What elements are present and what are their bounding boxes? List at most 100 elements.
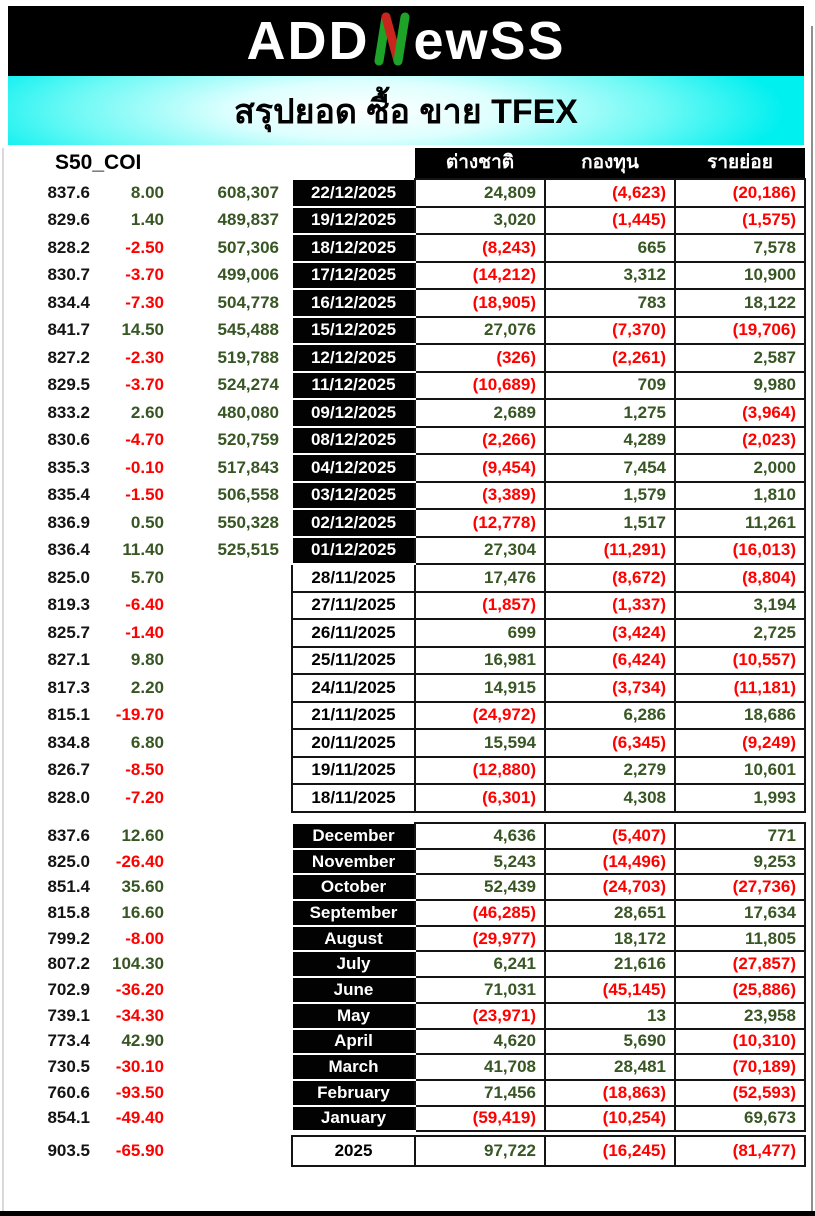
price-cell: 829.6 xyxy=(47,210,90,230)
spacer-cell xyxy=(285,1003,292,1029)
change-cell: 5.70 xyxy=(130,567,164,587)
col-header-fund: กองทุน xyxy=(581,152,639,173)
foreign-value-cell: (1,857) xyxy=(414,590,546,620)
spacer-cell xyxy=(285,1106,292,1132)
retail-value-cell: (27,857) xyxy=(674,950,806,979)
volume-cell xyxy=(170,977,285,1003)
table-row: 828.2 -2.50 507,306 18/12/2025 (8,243) 665 7,5… xyxy=(8,233,806,263)
spacer-cell xyxy=(285,977,292,1003)
spacer-cell xyxy=(285,537,292,565)
retail-value-cell: 18,122 xyxy=(674,288,806,318)
table-row: 835.3 -0.10 517,843 04/12/2025 (9,454) 7,454 2… xyxy=(8,453,806,483)
price-cell: 773.4 xyxy=(47,1031,90,1051)
spacer-cell xyxy=(285,757,292,785)
table-row: 815.8 16.60 September (46,285) 28,651 17,634 xyxy=(8,899,806,927)
volume-cell xyxy=(170,592,285,620)
table-row: 739.1 -34.30 May (23,971) 13 23,958 xyxy=(8,1001,806,1030)
foreign-value-cell: (14,212) xyxy=(414,260,546,290)
spacer-cell xyxy=(285,592,292,620)
table-row: 833.2 2.60 480,080 09/12/2025 2,689 1,275 (3,9… xyxy=(8,398,806,428)
change-cell: 2.20 xyxy=(130,677,164,697)
foreign-value-cell: 6,241 xyxy=(414,950,546,979)
retail-value-cell: (81,477) xyxy=(674,1135,806,1167)
date-cell: 03/12/2025 xyxy=(291,480,416,510)
table-row: 903.5 -65.90 2025 97,722 (16,245) (81,477) xyxy=(8,1135,806,1167)
foreign-value-cell: (12,880) xyxy=(414,755,546,785)
month-cell: January xyxy=(291,1104,416,1133)
spacer-cell xyxy=(285,1080,292,1106)
volume-cell xyxy=(170,1054,285,1080)
fund-value-cell: (7,370) xyxy=(544,315,676,345)
foreign-value-cell: (3,389) xyxy=(414,480,546,510)
spacer-cell xyxy=(285,1029,292,1055)
fund-value-cell: 13 xyxy=(544,1001,676,1030)
price-cell: 835.4 xyxy=(47,485,90,505)
retail-value-cell: (70,189) xyxy=(674,1053,806,1081)
change-cell: -1.50 xyxy=(125,485,164,505)
table-row: 828.0 -7.20 18/11/2025 (6,301) 4,308 1,993 xyxy=(8,783,806,813)
date-cell: 16/12/2025 xyxy=(291,288,416,318)
price-cell: 829.5 xyxy=(47,375,90,395)
left-edge-line xyxy=(2,148,4,1211)
logo-n-icon xyxy=(374,12,410,66)
retail-value-cell: (3,964) xyxy=(674,398,806,428)
year-cell: 2025 xyxy=(291,1135,416,1167)
title-banner: สรุปยอด ซื้อ ขาย TFEX xyxy=(8,76,804,145)
foreign-value-cell: (29,977) xyxy=(414,924,546,953)
fund-value-cell: (6,345) xyxy=(544,728,676,758)
volume-cell xyxy=(170,951,285,977)
foreign-value-cell: 52,439 xyxy=(414,873,546,902)
spacer-cell xyxy=(285,1054,292,1080)
change-cell: -49.40 xyxy=(115,1108,164,1128)
spacer-cell xyxy=(285,702,292,730)
yearly-table: 903.5 -65.90 2025 97,722 (16,245) (81,477) xyxy=(8,1135,806,1167)
monthly-table: 837.6 12.60 December 4,636 (5,407) 771 825.0 -2… xyxy=(8,822,806,1133)
fund-value-cell: (2,261) xyxy=(544,343,676,373)
retail-value-cell: (10,310) xyxy=(674,1027,806,1056)
spacer-cell xyxy=(285,344,292,372)
volume-cell xyxy=(170,757,285,785)
retail-value-cell: 10,900 xyxy=(674,260,806,290)
spacer-cell xyxy=(285,874,292,900)
price-cell: 827.2 xyxy=(47,347,90,367)
logo-text-suffix: ewSS xyxy=(413,11,566,71)
fund-value-cell: 665 xyxy=(544,233,676,263)
spacer-cell xyxy=(285,427,292,455)
fund-value-cell: 1,275 xyxy=(544,398,676,428)
volume-cell xyxy=(170,926,285,952)
retail-value-cell: 11,261 xyxy=(674,508,806,538)
retail-value-cell: 69,673 xyxy=(674,1104,806,1133)
change-cell: -36.20 xyxy=(115,979,164,999)
foreign-value-cell: 27,304 xyxy=(414,535,546,565)
volume-cell xyxy=(170,1106,285,1132)
table-row: 830.7 -3.70 499,006 17/12/2025 (14,212) 3,312… xyxy=(8,260,806,290)
fund-value-cell: 4,289 xyxy=(544,425,676,455)
fund-value-cell: (11,291) xyxy=(544,535,676,565)
volume-cell: 517,843 xyxy=(217,457,279,477)
month-cell: August xyxy=(291,924,416,953)
table-row: 826.7 -8.50 19/11/2025 (12,880) 2,279 10,601 xyxy=(8,755,806,785)
volume-cell xyxy=(170,1136,285,1166)
table-row: 760.6 -93.50 February 71,456 (18,863) (52,593… xyxy=(8,1078,806,1107)
foreign-value-cell: 27,076 xyxy=(414,315,546,345)
date-cell: 15/12/2025 xyxy=(291,315,416,345)
price-cell: 827.1 xyxy=(47,650,90,670)
table-row: 799.2 -8.00 August (29,977) 18,172 11,805 xyxy=(8,924,806,953)
volume-cell: 489,837 xyxy=(217,210,279,230)
date-cell: 20/11/2025 xyxy=(291,728,416,758)
volume-cell: 506,558 xyxy=(217,485,279,505)
fund-value-cell: 1,517 xyxy=(544,508,676,538)
change-cell: -1.40 xyxy=(125,622,164,642)
fund-value-cell: (5,407) xyxy=(544,822,676,850)
fund-value-cell: 1,579 xyxy=(544,480,676,510)
month-cell: May xyxy=(291,1001,416,1030)
foreign-value-cell: (9,454) xyxy=(414,453,546,483)
change-cell: -8.50 xyxy=(125,760,164,780)
table-row: 836.9 0.50 550,328 02/12/2025 (12,778) 1,517 1… xyxy=(8,508,806,538)
price-cell: 834.4 xyxy=(47,292,90,312)
foreign-value-cell: (2,266) xyxy=(414,425,546,455)
spacer-cell xyxy=(285,1136,292,1166)
date-cell: 11/12/2025 xyxy=(291,370,416,400)
table-row: 815.1 -19.70 21/11/2025 (24,972) 6,286 18,686 xyxy=(8,700,806,730)
date-cell: 09/12/2025 xyxy=(291,398,416,428)
